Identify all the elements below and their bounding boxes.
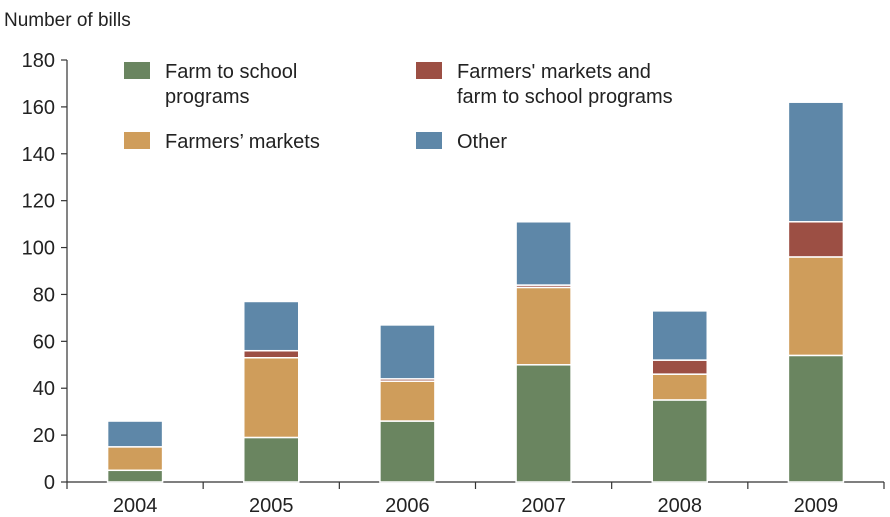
bar-stack-2007 [515, 221, 572, 483]
legend-item: Farm to school programs [124, 61, 297, 108]
x-axis: 2004 2005 2006 2007 2008 2009 [66, 481, 885, 517]
bar-segment-2007-series-3 [515, 221, 572, 286]
x-tick-label: 2004 [113, 495, 158, 517]
y-axis-title: Number of bills [4, 10, 131, 31]
x-tick-label: 2006 [385, 495, 430, 517]
bar-segment-2008-series-1 [651, 373, 708, 401]
y-tick-label: 140 [22, 144, 55, 166]
y-tick-label: 0 [44, 472, 55, 494]
legend-label: Other [457, 131, 507, 153]
legend-item: Farmers’ markets [124, 131, 320, 153]
y-tick-label: 180 [22, 50, 55, 72]
y-tick-label: 80 [33, 284, 55, 306]
legend-label: farm to school programs [457, 86, 673, 108]
y-axis: 0 20 40 60 80 100 120 140 160 180 [22, 50, 68, 494]
bar-segment-2005-series-1 [243, 356, 300, 439]
bar-segment-2009-series-3 [787, 101, 845, 223]
legend-swatch [124, 132, 150, 149]
bar-segment-2006-series-3 [379, 324, 436, 380]
bar-segment-2007-series-1 [515, 286, 572, 366]
bar-segment-2005-series-3 [243, 300, 300, 352]
bar-stack-2008 [651, 310, 708, 483]
bar-segment-2008-series-0 [651, 399, 708, 483]
x-tick-label: 2005 [249, 495, 294, 517]
bar-segment-2007-series-0 [515, 364, 572, 483]
legend-swatch [416, 132, 442, 149]
x-tick-label: 2008 [658, 495, 703, 517]
legend-label: Farm to school [165, 61, 297, 83]
bar-stack-2004 [106, 420, 164, 483]
legend-swatch [416, 62, 442, 79]
y-tick-label: 60 [33, 331, 55, 353]
legend-label: Farmers' markets and [457, 61, 651, 83]
y-tick-label: 160 [22, 97, 55, 119]
bar-segment-2009-series-0 [787, 354, 845, 483]
legend-item: Farmers' markets and farm to school progr… [416, 61, 673, 108]
bar-segment-2006-series-0 [379, 420, 436, 483]
bar-segment-2005-series-0 [243, 436, 300, 483]
y-tick-label: 20 [33, 425, 55, 447]
bar-segment-2008-series-3 [651, 310, 708, 361]
bar-segment-2008-series-2 [651, 359, 708, 375]
legend-item: Other [416, 131, 507, 153]
bars [106, 101, 845, 483]
y-tick-label: 100 [22, 238, 55, 260]
bar-segment-2009-series-1 [787, 256, 845, 357]
bar-segment-2006-series-1 [379, 380, 436, 422]
bar-segment-2004-series-3 [106, 420, 164, 448]
legend-swatch [124, 62, 150, 79]
y-tick-label: 120 [22, 191, 55, 213]
bar-stack-2009 [787, 101, 845, 483]
legend: Farm to school programs Farmers' markets a… [124, 61, 673, 153]
bar-segment-2005-series-2 [243, 349, 300, 359]
legend-label: Farmers’ markets [165, 131, 320, 153]
bar-stack-2006 [379, 324, 436, 483]
x-tick-label: 2009 [794, 495, 839, 517]
bar-segment-2004-series-1 [106, 446, 164, 472]
bar-segment-2004-series-0 [106, 469, 164, 483]
legend-label: programs [165, 86, 249, 108]
bar-segment-2009-series-2 [787, 221, 845, 258]
y-tick-label: 40 [33, 378, 55, 400]
x-tick-label: 2007 [521, 495, 566, 517]
bar-stack-2005 [243, 300, 300, 483]
